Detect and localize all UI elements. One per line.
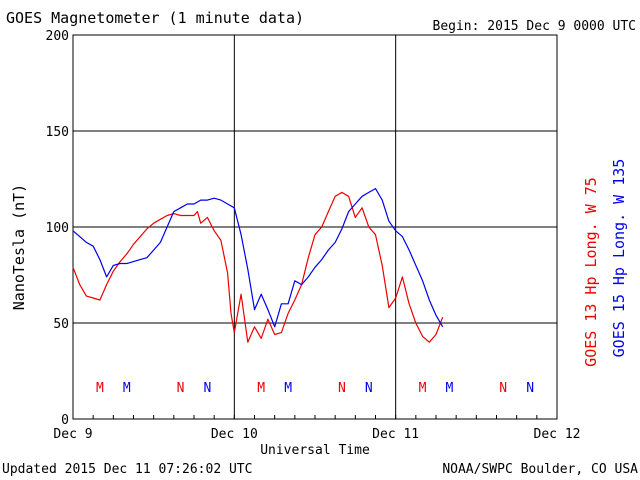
legend-goes13: GOES 13 Hp Long. W 75 bbox=[582, 177, 600, 367]
x-axis-label: Universal Time bbox=[260, 443, 370, 458]
plot-grid bbox=[72, 34, 558, 420]
y-tick-label: 50 bbox=[53, 317, 69, 332]
y-tick-labels: 0 50 100 150 200 bbox=[46, 29, 69, 428]
time-marker-m: M bbox=[257, 381, 265, 396]
time-marker-m: M bbox=[284, 381, 292, 396]
begin-label: Begin: 2015 Dec 9 0000 UTC bbox=[433, 19, 637, 34]
time-marker-m: M bbox=[96, 381, 104, 396]
time-marker-m: M bbox=[446, 381, 454, 396]
x-tick-label: Dec 9 bbox=[53, 427, 92, 442]
x-tick-label: Dec 12 bbox=[534, 427, 581, 442]
time-marker-n: N bbox=[526, 381, 534, 396]
data-source: NOAA/SWPC Boulder, CO USA bbox=[442, 462, 638, 477]
time-marker-n: N bbox=[177, 381, 185, 396]
time-marker-n: N bbox=[338, 381, 346, 396]
y-axis-label: NanoTesla (nT) bbox=[10, 184, 28, 310]
series-lines bbox=[72, 188, 444, 343]
goes13-line bbox=[72, 191, 444, 343]
time-marker-n: N bbox=[204, 381, 212, 396]
y-tick-label: 0 bbox=[61, 413, 69, 428]
y-tick-label: 200 bbox=[46, 29, 69, 44]
legend-goes15: GOES 15 Hp Long. W 135 bbox=[610, 159, 628, 358]
y-tick-label: 100 bbox=[46, 221, 69, 236]
time-marker-n: N bbox=[365, 381, 373, 396]
time-marker-n: N bbox=[499, 381, 507, 396]
y-tick-label: 150 bbox=[46, 125, 69, 140]
x-tick-label: Dec 11 bbox=[372, 427, 419, 442]
time-marker-m: M bbox=[123, 381, 131, 396]
goes15-line bbox=[72, 188, 444, 328]
time-marker-m: M bbox=[419, 381, 427, 396]
x-tick-labels: Dec 9 Dec 10 Dec 11 Dec 12 bbox=[53, 427, 580, 442]
x-tick-label: Dec 10 bbox=[211, 427, 258, 442]
chart-title: GOES Magnetometer (1 minute data) bbox=[6, 9, 304, 27]
updated-timestamp: Updated 2015 Dec 11 07:26:02 UTC bbox=[2, 462, 252, 477]
